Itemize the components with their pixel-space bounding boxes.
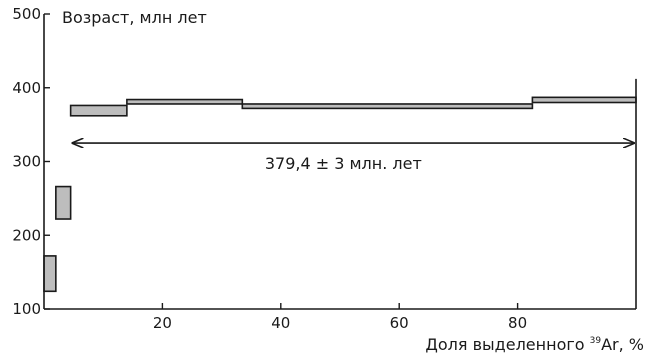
step-box-2 xyxy=(55,185,72,220)
y-tick-label-400: 400 xyxy=(12,79,41,97)
x-axis-ticks: 20 40 60 80 xyxy=(153,303,527,332)
step-box-4 xyxy=(126,98,244,105)
step-box-5 xyxy=(241,103,534,110)
y-tick-label-500: 500 xyxy=(12,5,41,23)
y-tick-label-200: 200 xyxy=(12,226,41,244)
step-box-6 xyxy=(531,96,637,104)
plateau-annotation: 379,4 ± 3 млн. лет xyxy=(73,143,634,173)
x-axis-title: Доля выделенного 39Ar, % xyxy=(425,335,644,354)
x-tick-label-20: 20 xyxy=(153,314,172,332)
x-tick-label-60: 60 xyxy=(390,314,409,332)
y-axis-ticks: 100 200 300 400 500 xyxy=(12,5,50,318)
plateau-age-label: 379,4 ± 3 млн. лет xyxy=(265,154,422,173)
step-box-1 xyxy=(43,255,57,293)
x-axis-title-prefix: Доля выделенного xyxy=(425,335,589,354)
x-axis-title-superscript: 39 xyxy=(590,336,602,346)
x-axis-title-suffix: Ar, % xyxy=(601,335,644,354)
y-tick-label-300: 300 xyxy=(12,153,41,171)
x-tick-label-40: 40 xyxy=(271,314,290,332)
step-box-3 xyxy=(69,104,128,117)
x-tick-label-80: 80 xyxy=(508,314,527,332)
y-tick-label-100: 100 xyxy=(12,300,41,318)
age-steps xyxy=(43,96,637,293)
y-axis-title: Возраст, млн лет xyxy=(62,8,207,27)
